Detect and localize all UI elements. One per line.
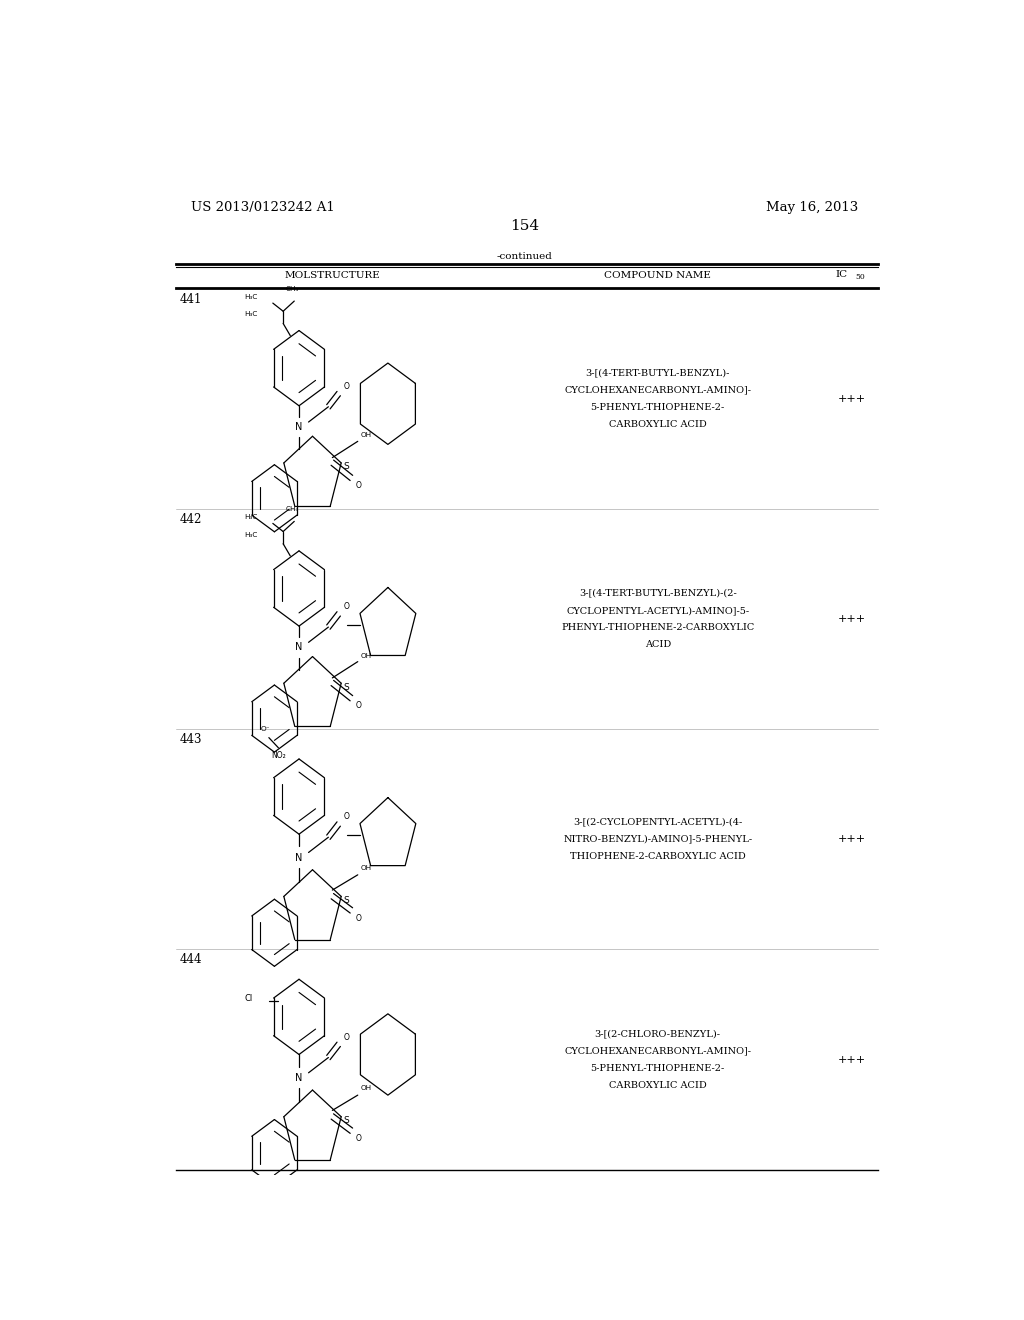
Text: 443: 443 [179, 733, 202, 746]
Text: CH₃: CH₃ [286, 286, 299, 292]
Text: CARBOXYLIC ACID: CARBOXYLIC ACID [609, 1081, 707, 1090]
Text: CH₃: CH₃ [286, 506, 299, 512]
Text: +++: +++ [838, 614, 866, 624]
Text: N: N [295, 1073, 303, 1082]
Text: US 2013/0123242 A1: US 2013/0123242 A1 [191, 201, 335, 214]
Text: May 16, 2013: May 16, 2013 [766, 201, 858, 214]
Text: 444: 444 [179, 953, 202, 966]
Text: N: N [295, 422, 303, 432]
Text: 3-[(4-TERT-BUTYL-BENZYL)-: 3-[(4-TERT-BUTYL-BENZYL)- [586, 368, 730, 378]
Text: 50: 50 [855, 273, 865, 281]
Text: MOLSTRUCTURE: MOLSTRUCTURE [285, 271, 380, 280]
Text: H₃C: H₃C [245, 515, 258, 520]
Text: O: O [344, 1032, 349, 1041]
Text: OH: OH [360, 432, 372, 438]
Text: O: O [344, 381, 349, 391]
Text: H₃C: H₃C [245, 312, 258, 317]
Text: 3-[(4-TERT-BUTYL-BENZYL)-(2-: 3-[(4-TERT-BUTYL-BENZYL)-(2- [579, 589, 736, 598]
Text: O: O [355, 480, 361, 490]
Text: S: S [344, 1115, 349, 1125]
Text: N: N [295, 643, 303, 652]
Text: O: O [355, 1134, 361, 1143]
Text: NO₂: NO₂ [271, 751, 286, 760]
Text: +++: +++ [838, 834, 866, 845]
Text: 3-[(2-CYCLOPENTYL-ACETYL)-(4-: 3-[(2-CYCLOPENTYL-ACETYL)-(4- [573, 817, 742, 826]
Text: O: O [344, 812, 349, 821]
Text: Cl: Cl [245, 994, 253, 1003]
Text: O⁻: O⁻ [260, 726, 269, 733]
Text: +++: +++ [838, 393, 866, 404]
Text: O: O [355, 913, 361, 923]
Text: ACID: ACID [644, 640, 671, 649]
Text: PHENYL-THIOPHENE-2-CARBOXYLIC: PHENYL-THIOPHENE-2-CARBOXYLIC [561, 623, 755, 632]
Text: 5-PHENYL-THIOPHENE-2-: 5-PHENYL-THIOPHENE-2- [591, 1064, 725, 1073]
Text: S: S [344, 462, 349, 471]
Text: 3-[(2-CHLORO-BENZYL)-: 3-[(2-CHLORO-BENZYL)- [595, 1030, 721, 1038]
Text: OH: OH [360, 1085, 372, 1092]
Text: +++: +++ [838, 1055, 866, 1064]
Text: 154: 154 [510, 219, 540, 234]
Text: COMPOUND NAME: COMPOUND NAME [604, 271, 711, 280]
Text: OH: OH [360, 652, 372, 659]
Text: NITRO-BENZYL)-AMINO]-5-PHENYL-: NITRO-BENZYL)-AMINO]-5-PHENYL- [563, 834, 753, 843]
Text: THIOPHENE-2-CARBOXYLIC ACID: THIOPHENE-2-CARBOXYLIC ACID [569, 851, 745, 861]
Text: H₃C: H₃C [245, 294, 258, 300]
Text: S: S [344, 896, 349, 904]
Text: CYCLOHEXANECARBONYL-AMINO]-: CYCLOHEXANECARBONYL-AMINO]- [564, 1047, 752, 1056]
Text: -continued: -continued [497, 252, 553, 261]
Text: H₃C: H₃C [245, 532, 258, 537]
Text: 5-PHENYL-THIOPHENE-2-: 5-PHENYL-THIOPHENE-2- [591, 403, 725, 412]
Text: CARBOXYLIC ACID: CARBOXYLIC ACID [609, 420, 707, 429]
Text: CYCLOHEXANECARBONYL-AMINO]-: CYCLOHEXANECARBONYL-AMINO]- [564, 385, 752, 395]
Text: O: O [344, 602, 349, 611]
Text: S: S [344, 682, 349, 692]
Text: IC: IC [836, 271, 848, 280]
Text: O: O [355, 701, 361, 710]
Text: OH: OH [360, 865, 372, 871]
Text: 442: 442 [179, 513, 202, 525]
Text: N: N [295, 853, 303, 862]
Text: 441: 441 [179, 293, 202, 305]
Text: CYCLOPENTYL-ACETYL)-AMINO]-5-: CYCLOPENTYL-ACETYL)-AMINO]-5- [566, 606, 750, 615]
